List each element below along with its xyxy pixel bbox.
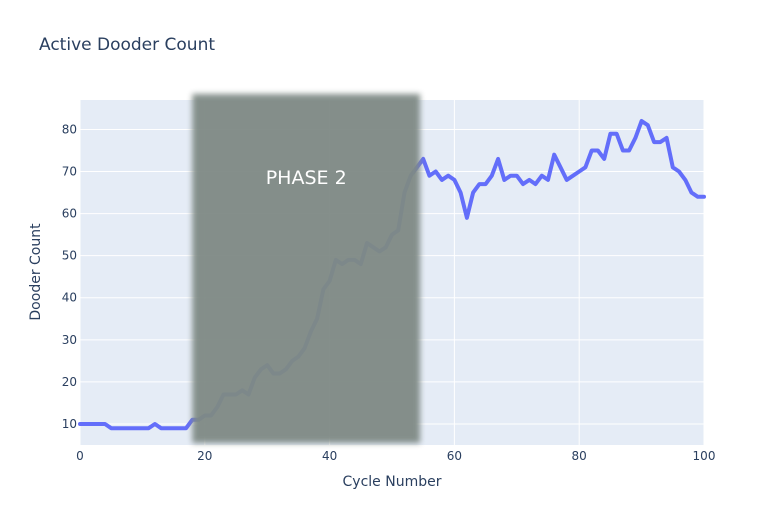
x-tick-label: 100: [693, 449, 716, 463]
y-tick-label: 70: [62, 165, 77, 179]
y-tick-label: 60: [62, 207, 77, 221]
chart-title: Active Dooder Count: [39, 35, 215, 55]
phase-region: [192, 94, 421, 443]
y-tick-label: 50: [62, 249, 77, 263]
y-axis-title: Dooder Count: [28, 223, 44, 321]
x-tick-label: 0: [76, 449, 84, 463]
x-tick-label: 40: [322, 449, 337, 463]
phase-label: PHASE 2: [266, 167, 347, 189]
y-tick-label: 10: [62, 417, 77, 431]
y-tick-label: 20: [62, 375, 77, 389]
shaded-region-layer: PHASE 2: [192, 94, 421, 443]
x-tick-label: 80: [572, 449, 587, 463]
y-tick-label: 40: [62, 291, 77, 305]
x-tick-label: 60: [447, 449, 462, 463]
y-tick-label: 30: [62, 333, 77, 347]
x-tick-label: 20: [197, 449, 212, 463]
tick-labels: 10 20 30 40 50 60 70 80 0 20 40 60 80 100: [62, 122, 716, 463]
x-axis-title: Cycle Number: [343, 474, 442, 490]
y-tick-label: 80: [62, 122, 77, 136]
